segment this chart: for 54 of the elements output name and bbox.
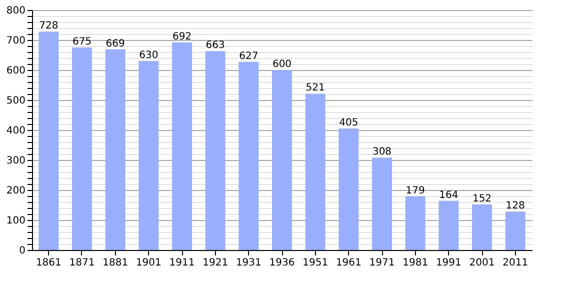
bar: [38, 32, 59, 250]
data-label: 669: [106, 38, 125, 50]
bar: [105, 49, 126, 250]
x-tick-label: 2011: [502, 258, 528, 268]
x-tick-label: 1921: [202, 258, 228, 268]
x-tick-label: 1931: [236, 258, 262, 268]
data-label: 675: [72, 36, 92, 48]
bar: [205, 51, 226, 250]
data-label: 152: [472, 193, 492, 204]
y-tick-label: 800: [6, 6, 26, 16]
data-label: 600: [272, 59, 292, 70]
data-label: 521: [306, 82, 325, 94]
x-tick-label: 1981: [402, 258, 428, 268]
y-tick-label: 400: [6, 126, 26, 136]
y-tick-label: 500: [6, 96, 26, 106]
data-label: 128: [506, 200, 525, 212]
bar: [505, 212, 526, 250]
x-tick-label: 1951: [302, 258, 328, 268]
data-label: 164: [439, 190, 458, 201]
x-tick-label: 2001: [469, 258, 495, 268]
x-tick-label: 1991: [436, 258, 462, 268]
y-tick-label: 600: [6, 66, 26, 76]
bar: [272, 70, 292, 250]
x-tick-label: 1871: [69, 258, 95, 268]
bar: [138, 61, 159, 250]
bar: [405, 196, 426, 250]
data-label: 405: [339, 118, 358, 128]
bar: [338, 128, 359, 250]
bar: [305, 94, 326, 250]
x-tick-label: 1881: [102, 258, 128, 268]
y-tick-label: 200: [6, 186, 26, 196]
x-tick-label: 1901: [136, 258, 162, 268]
bar: [172, 42, 192, 250]
x-tick-label: 1936: [269, 258, 295, 268]
data-label: 692: [172, 31, 192, 42]
bar: [238, 62, 259, 250]
y-tick-label: 100: [6, 216, 26, 226]
bar: [472, 204, 492, 250]
x-tick-label: 1861: [36, 258, 62, 268]
bar: [372, 158, 392, 250]
x-tick-label: 1911: [169, 258, 195, 268]
y-tick-label: 300: [6, 156, 26, 166]
data-label: 308: [372, 146, 392, 158]
bar: [72, 48, 92, 250]
y-tick-label: 700: [6, 36, 26, 46]
data-label: 630: [139, 50, 158, 61]
data-label: 663: [206, 40, 225, 52]
data-label: 179: [406, 185, 425, 196]
x-tick-label: 1961: [336, 258, 362, 268]
x-tick-label: 1971: [369, 258, 395, 268]
data-label: 728: [39, 20, 58, 32]
data-label: 627: [239, 50, 258, 62]
bar: [438, 200, 459, 250]
y-tick-label: 0: [19, 246, 26, 256]
